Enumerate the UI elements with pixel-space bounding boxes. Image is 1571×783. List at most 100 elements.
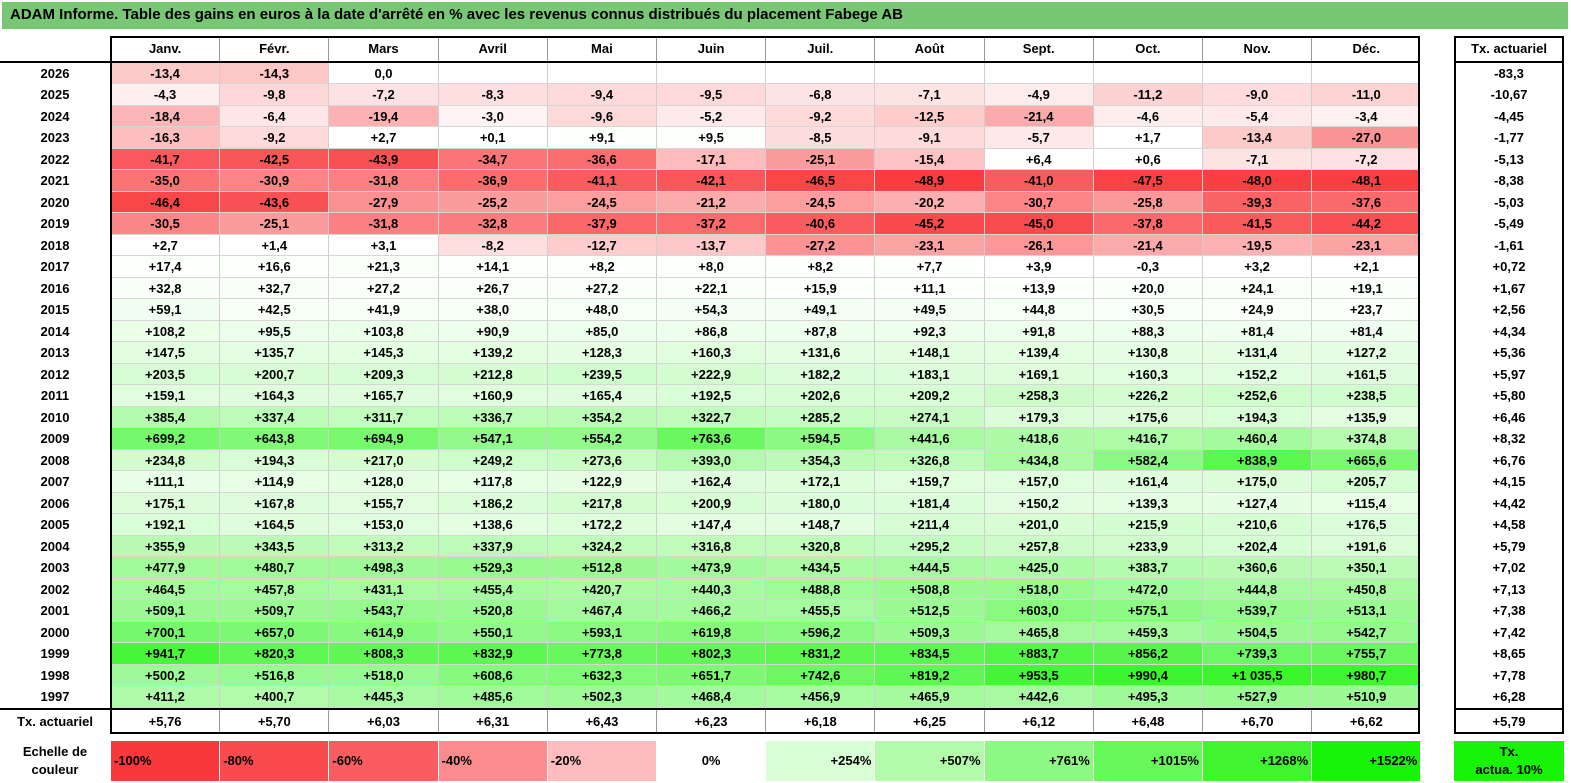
rate-cell: +4,34 <box>1492 323 1526 339</box>
table-cell <box>874 62 984 84</box>
table-cell: +180,0 <box>765 492 875 514</box>
table-cell: -9,4 <box>546 84 656 106</box>
table-cell: -9,2 <box>219 127 329 149</box>
table-cell: +354,2 <box>546 406 656 428</box>
table-cell: +472,0 <box>1092 578 1202 600</box>
table-cell: +252,6 <box>1202 385 1312 407</box>
table-cell: +657,0 <box>219 621 329 643</box>
table-cell: -21,4 <box>983 105 1093 127</box>
table-cell: -14,3 <box>219 62 329 84</box>
table-cell: +441,6 <box>874 428 984 450</box>
table-cell: -40,6 <box>765 213 875 235</box>
table-cell: +9,5 <box>656 127 766 149</box>
table-cell: -36,9 <box>437 170 547 192</box>
table-cell: +739,3 <box>1202 643 1312 665</box>
legend-label-line: couleur <box>31 762 79 777</box>
year-label: 2005 <box>40 517 70 532</box>
table-cell: +527,9 <box>1202 686 1312 708</box>
table-cell: -9,1 <box>874 127 984 149</box>
footer-cell: +6,23 <box>656 708 765 734</box>
table-cell: -25,1 <box>219 213 329 235</box>
table-cell: +322,7 <box>656 406 766 428</box>
table-cell: +92,3 <box>874 320 984 342</box>
table-cell: +509,3 <box>874 621 984 643</box>
table-cell: +651,7 <box>656 664 766 686</box>
table-cell: -3,0 <box>437 105 547 127</box>
table-cell: +54,3 <box>656 299 766 321</box>
table-cell: +547,1 <box>437 428 547 450</box>
rate-cell: +7,13 <box>1492 581 1526 597</box>
table-cell: +103,8 <box>328 320 438 342</box>
rate-cell: -5,03 <box>1494 194 1524 210</box>
table-cell: +643,8 <box>219 428 329 450</box>
table-cell: +431,1 <box>328 578 438 600</box>
table-cell: +161,4 <box>1092 471 1202 493</box>
legend-swatch: -100% <box>110 741 220 781</box>
month-header: Mai <box>546 36 656 62</box>
table-cell: +941,7 <box>110 643 220 665</box>
table-cell: +337,4 <box>219 406 329 428</box>
rate-cell: -10,67 <box>1490 87 1528 102</box>
table-cell: +445,3 <box>328 686 438 708</box>
table-cell: +24,9 <box>1202 299 1312 321</box>
table-cell: +212,8 <box>437 363 547 385</box>
table-cell: +191,6 <box>1311 535 1421 557</box>
rate-cell: -1,77 <box>1494 130 1524 145</box>
table-cell: -25,2 <box>437 191 547 213</box>
table-cell: -27,0 <box>1311 127 1421 149</box>
table-cell: +148,7 <box>765 514 875 536</box>
table-cell: +755,7 <box>1311 643 1421 665</box>
table-cell: +24,1 <box>1202 277 1312 299</box>
table-cell: -23,1 <box>874 234 984 256</box>
table-cell: +316,8 <box>656 535 766 557</box>
table-cell: -45,2 <box>874 213 984 235</box>
table-cell: -9,6 <box>546 105 656 127</box>
table-cell: +9,1 <box>546 127 656 149</box>
table-cell: +215,9 <box>1092 514 1202 536</box>
table-cell: +175,1 <box>110 492 220 514</box>
table-cell: +665,6 <box>1311 449 1421 471</box>
rate-cell: +7,38 <box>1492 603 1526 618</box>
table-cell: +694,9 <box>328 428 438 450</box>
table-cell: +273,6 <box>546 449 656 471</box>
table-cell: -35,0 <box>110 170 220 192</box>
table-cell: +485,6 <box>437 686 547 708</box>
table-cell: -37,8 <box>1092 213 1202 235</box>
table-cell: -31,8 <box>328 213 438 235</box>
table-cell: +172,1 <box>765 471 875 493</box>
footer-cell: +6,25 <box>874 708 983 734</box>
table-cell: +202,4 <box>1202 535 1312 557</box>
table-cell: +990,4 <box>1092 664 1202 686</box>
table-cell: -6,4 <box>219 105 329 127</box>
table-cell: -34,7 <box>437 148 547 170</box>
table-cell: +239,5 <box>546 363 656 385</box>
table-cell: +838,9 <box>1202 449 1312 471</box>
footer-label: Tx. actuariel <box>17 713 93 729</box>
table-cell: -30,9 <box>219 170 329 192</box>
footer-cell: +5,76 <box>110 708 219 734</box>
table-cell: +763,6 <box>656 428 766 450</box>
legend-swatch: -20% <box>546 741 656 781</box>
table-cell <box>656 62 766 84</box>
table-cell: +500,2 <box>110 664 220 686</box>
table-cell: +550,1 <box>437 621 547 643</box>
table-cell: +508,8 <box>874 578 984 600</box>
month-header: Janv. <box>110 36 219 62</box>
table-cell: -46,5 <box>765 170 875 192</box>
table-cell: +217,0 <box>328 449 438 471</box>
table-cell: +504,5 <box>1202 621 1312 643</box>
table-cell: +128,0 <box>328 471 438 493</box>
table-cell: +831,2 <box>765 643 875 665</box>
table-cell: +542,7 <box>1311 621 1421 643</box>
legend-swatch: -60% <box>328 741 438 781</box>
table-cell: -41,5 <box>1202 213 1312 235</box>
table-cell: +258,3 <box>983 385 1093 407</box>
month-header: Déc. <box>1311 36 1420 62</box>
table-cell: +468,4 <box>656 686 766 708</box>
table-cell: +1,4 <box>219 234 329 256</box>
table-cell: -9,0 <box>1202 84 1312 106</box>
year-label: 2000 <box>40 624 70 640</box>
table-cell: -4,9 <box>983 84 1093 106</box>
table-cell: +127,2 <box>1311 342 1421 364</box>
table-cell: +516,8 <box>219 664 329 686</box>
